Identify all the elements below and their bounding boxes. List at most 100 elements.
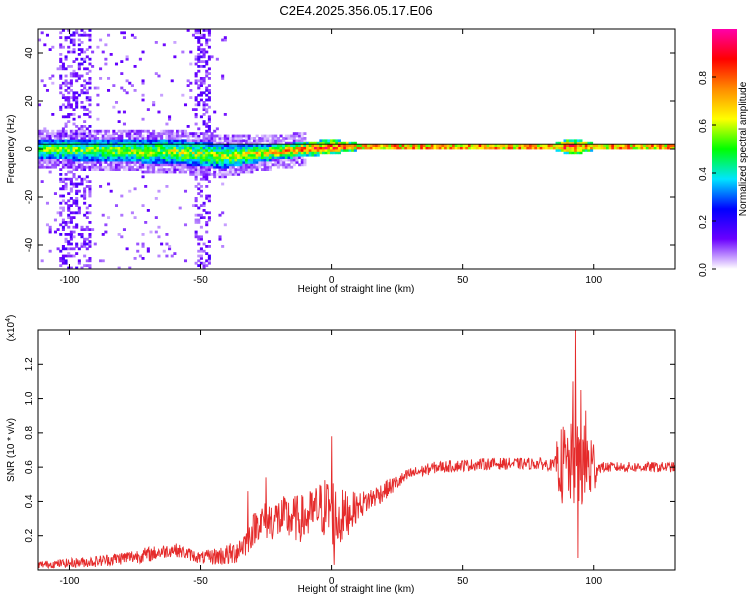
heatmap-cell	[640, 144, 644, 147]
heatmap-cell	[191, 134, 195, 138]
heatmap-cell	[199, 204, 203, 207]
heatmap-cell	[199, 254, 203, 258]
heatmap-cell	[122, 110, 126, 114]
heatmap-cell	[80, 163, 84, 167]
heatmap-cell	[130, 161, 134, 164]
heatmap-cell	[72, 96, 76, 99]
heatmap-cell	[231, 153, 235, 157]
heatmap-cell	[234, 161, 238, 164]
y-tick-label: 40	[24, 47, 35, 59]
heatmap-cell	[59, 91, 63, 95]
heatmap-cell	[213, 165, 217, 169]
heatmap-cell	[117, 165, 121, 169]
heatmap-cell	[162, 132, 166, 135]
heatmap-cell	[128, 146, 132, 150]
heatmap-cell	[284, 146, 288, 150]
heatmap-cell	[441, 144, 445, 147]
heatmap-cell	[271, 141, 275, 145]
x-tick-label: -100	[59, 275, 79, 286]
heatmap-cell	[149, 156, 153, 159]
heatmap-cell	[579, 141, 583, 145]
heatmap-cell	[199, 249, 203, 253]
heatmap-cell	[351, 144, 355, 147]
heatmap-cell	[80, 50, 84, 54]
heatmap-cell	[152, 156, 156, 159]
heatmap-cell	[160, 141, 164, 145]
heatmap-cell	[210, 156, 214, 159]
heatmap-cell	[56, 228, 60, 231]
heatmap-cell	[284, 137, 288, 140]
heatmap-cell	[107, 33, 111, 37]
heatmap-cell	[210, 137, 214, 140]
heatmap-cell	[59, 134, 63, 138]
heatmap-cell	[59, 173, 63, 176]
heatmap-cell	[168, 156, 172, 159]
heatmap-cell	[231, 161, 235, 164]
heatmap-cell	[75, 204, 79, 207]
heatmap-cell	[282, 149, 286, 152]
heatmap-cell	[170, 170, 174, 174]
heatmap-cell	[197, 192, 201, 195]
heatmap-cell	[181, 151, 185, 155]
heatmap-cell	[141, 144, 145, 147]
heatmap-cell	[183, 132, 188, 135]
heatmap-cell	[64, 89, 68, 92]
heatmap-cell	[205, 72, 209, 75]
heatmap-cell	[128, 266, 132, 270]
heatmap-cell	[99, 158, 103, 162]
heatmap-cell	[457, 144, 461, 147]
heatmap-cell	[72, 48, 76, 51]
heatmap-cell	[77, 129, 81, 133]
heatmap-cell	[72, 168, 76, 171]
heatmap-cell	[396, 146, 400, 150]
heatmap-cell	[77, 156, 81, 159]
heatmap-cell	[75, 144, 79, 147]
heatmap-cell	[72, 185, 76, 188]
heatmap-cell	[430, 144, 434, 147]
heatmap-cell	[59, 206, 63, 210]
heatmap-cell	[574, 151, 578, 155]
heatmap-cell	[117, 153, 121, 157]
heatmap-cell	[120, 86, 124, 90]
heatmap-cell	[56, 139, 60, 143]
heatmap-cell	[91, 129, 95, 133]
heatmap-cell	[590, 146, 594, 150]
heatmap-cell	[56, 149, 60, 152]
heatmap-cell	[152, 158, 156, 162]
heatmap-cell	[101, 153, 105, 157]
heatmap-cell	[181, 161, 185, 164]
heatmap-cell	[83, 144, 87, 147]
heatmap-cell	[260, 156, 264, 159]
heatmap-cell	[221, 146, 225, 150]
heatmap-cell	[61, 141, 65, 145]
heatmap-cell	[45, 156, 50, 159]
heatmap-cell	[199, 81, 203, 85]
heatmap-cell	[231, 146, 235, 150]
heatmap-cell	[282, 163, 286, 167]
heatmap-cell	[221, 38, 225, 42]
heatmap-cell	[176, 165, 180, 169]
heatmap-cell	[128, 137, 132, 140]
heatmap-cell	[61, 185, 65, 188]
heatmap-cell	[229, 173, 233, 176]
heatmap-cell	[266, 149, 270, 152]
heatmap-cell	[237, 163, 241, 167]
heatmap-cell	[176, 141, 180, 145]
heatmap-cell	[141, 81, 145, 85]
heatmap-cell	[88, 33, 92, 37]
heatmap-cell	[64, 153, 68, 157]
colorbar-label: Normalized spectral amplitude	[738, 81, 749, 216]
heatmap-cell	[99, 139, 103, 143]
heatmap-cell	[96, 146, 100, 150]
heatmap-cell	[72, 175, 76, 179]
heatmap-cell	[43, 84, 47, 87]
heatmap-cell	[48, 225, 52, 229]
heatmap-cell	[88, 204, 92, 207]
heatmap-cell	[260, 144, 264, 147]
heatmap-cell	[67, 113, 71, 116]
heatmap-cell	[109, 158, 113, 162]
heatmap-cell	[130, 84, 134, 87]
heatmap-cell	[112, 134, 116, 138]
heatmap-cell	[144, 153, 148, 157]
heatmap-cell	[67, 98, 71, 102]
